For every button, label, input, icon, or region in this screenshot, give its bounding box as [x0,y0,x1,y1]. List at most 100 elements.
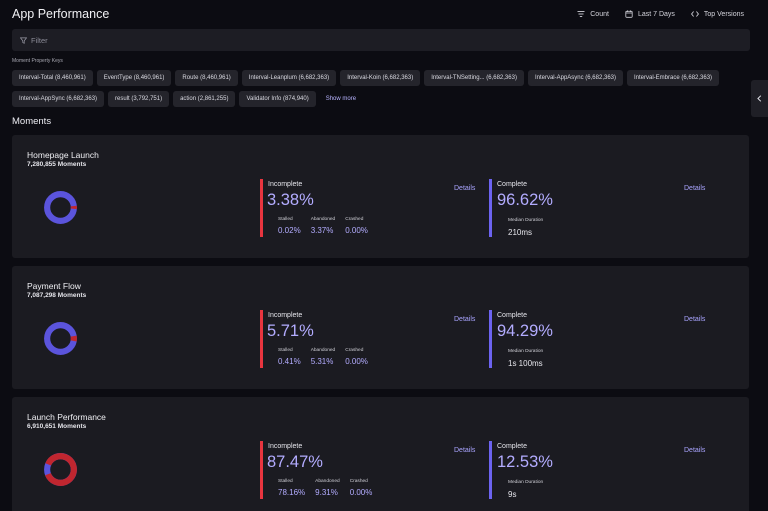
complete-details-link[interactable]: Details [684,447,706,454]
moment-count: 7,087,298 Moments [27,292,87,299]
incomplete-label: Incomplete [268,443,303,450]
incomplete-bar [260,441,263,499]
stalled-value: 78.16% [278,488,306,497]
stalled-label: Stalled [278,348,293,353]
complete-details-link[interactable]: Details [684,316,706,323]
complete-details-link[interactable]: Details [684,185,706,192]
incomplete-details-link[interactable]: Details [454,447,476,454]
count-label: Count [590,10,609,18]
abandoned-stat: Abandoned 5.31% [311,348,336,366]
stalled-stat: Stalled 0.41% [278,348,301,366]
stalled-stat: Stalled 0.02% [278,217,301,235]
property-key-chip[interactable]: Interval-Leanplum (6,682,363) [241,70,337,86]
date-range-button[interactable]: Last 7 Days [625,10,675,18]
crashed-value: 0.00% [345,357,368,366]
median-duration-value: 1s 100ms [508,359,543,368]
crashed-label: Crashed [345,217,364,222]
moment-count: 6,910,651 Moments [27,423,87,430]
complete-percent: 96.62% [497,191,553,209]
property-key-chip[interactable]: Interval-AppSync (6,682,363) [12,91,105,107]
filter-icon [20,37,27,44]
completion-donut-chart [44,453,77,486]
stalled-value: 0.02% [278,226,301,235]
property-keys-label: Moment Property Keys [12,58,63,64]
median-duration-value: 210ms [508,228,533,237]
incomplete-breakdown: Stalled 78.16% Abandoned 9.31% Crashed 0… [278,479,372,497]
calendar-icon [625,10,633,18]
abandoned-value: 5.31% [310,357,334,366]
moment-card-launch-performance: Launch Performance 6,910,651 Moments Inc… [12,397,749,511]
donut-complete-segment [44,322,77,355]
property-keys-list: Interval-Total (8,460,961) EventType (8,… [12,70,750,112]
abandoned-label: Abandoned [310,217,336,222]
completion-donut-chart [44,322,77,355]
moments-heading: Moments [12,116,52,127]
moment-name: Launch Performance [27,412,106,422]
median-duration-value: 9s [508,490,517,499]
median-duration-label: Median Duration [508,480,544,485]
crashed-stat: Crashed 0.00% [345,348,368,366]
complete-label: Complete [497,181,527,188]
property-key-chip[interactable]: Route (8,460,961) [175,70,238,86]
incomplete-percent: 3.38% [267,191,314,209]
show-more-link[interactable]: Show more [325,96,357,102]
complete-bar [489,310,492,368]
incomplete-breakdown: Stalled 0.02% Abandoned 3.37% Crashed 0.… [278,217,368,235]
top-versions-label: Top Versions [703,10,744,18]
header-actions: Count Last 7 Days Top Versions [577,10,756,18]
stalled-label: Stalled [278,479,293,484]
complete-percent: 94.29% [497,322,553,340]
filter-input[interactable] [31,35,711,45]
count-button[interactable]: Count [577,10,609,18]
abandoned-label: Abandoned [310,348,336,353]
app-header: App Performance Count Last 7 Days [0,0,768,28]
date-range-label: Last 7 Days [637,10,675,18]
incomplete-label: Incomplete [268,181,303,188]
moment-card-payment-flow: Payment Flow 7,087,298 Moments Incomplet… [12,266,749,389]
median-duration-label: Median Duration [508,218,544,223]
incomplete-bar [260,179,263,237]
crashed-value: 0.00% [349,488,373,497]
crashed-value: 0.00% [345,226,368,235]
crashed-stat: Crashed 0.00% [345,217,368,235]
chevron-left-icon [757,95,762,102]
top-versions-button[interactable]: Top Versions [690,10,744,18]
abandoned-value: 9.31% [315,488,338,497]
property-key-chip[interactable]: Interval-Total (8,460,961) [12,70,93,86]
property-key-chip[interactable]: EventType (8,460,961) [96,70,172,86]
property-key-chip[interactable]: Interval-Koin (6,682,363) [340,70,421,86]
complete-label: Complete [497,312,527,319]
side-panel-toggle[interactable] [751,80,768,117]
incomplete-percent: 87.47% [267,453,323,471]
moment-name: Payment Flow [27,281,81,291]
abandoned-stat: Abandoned 3.37% [311,217,336,235]
incomplete-details-link[interactable]: Details [454,316,476,323]
property-key-chip[interactable]: Interval-AppAsync (6,682,363) [527,70,623,86]
property-key-chip[interactable]: Interval-Embrace (6,682,363) [627,70,720,86]
stalled-stat: Stalled 78.16% [278,479,305,497]
median-duration-label: Median Duration [508,349,544,354]
donut-incomplete-segment [44,322,77,355]
complete-bar [489,441,492,499]
chip-row-2: Interval-AppSync (6,682,363) result (3,7… [12,91,750,107]
incomplete-percent: 5.71% [267,322,314,340]
complete-percent: 12.53% [497,453,553,471]
sort-lines-icon [577,11,585,17]
code-brackets-icon [690,11,699,17]
complete-bar [489,179,492,237]
stalled-value: 0.41% [278,357,301,366]
crashed-label: Crashed [349,479,368,484]
crashed-stat: Crashed 0.00% [350,479,373,497]
chip-row-1: Interval-Total (8,460,961) EventType (8,… [12,70,750,86]
property-key-chip[interactable]: Interval-TNSetting... (6,682,363) [424,70,524,86]
abandoned-label: Abandoned [315,479,340,484]
property-key-chip[interactable]: Validator Info (874,940) [239,91,316,107]
property-key-chip[interactable]: result (3,792,751) [108,91,170,107]
incomplete-details-link[interactable]: Details [454,185,476,192]
property-key-chip[interactable]: action (2,861,255) [173,91,236,107]
moment-count: 7,280,855 Moments [27,161,87,168]
completion-donut-chart [44,191,77,224]
donut-complete-segment [44,191,77,224]
stalled-label: Stalled [278,217,293,222]
crashed-label: Crashed [345,348,364,353]
